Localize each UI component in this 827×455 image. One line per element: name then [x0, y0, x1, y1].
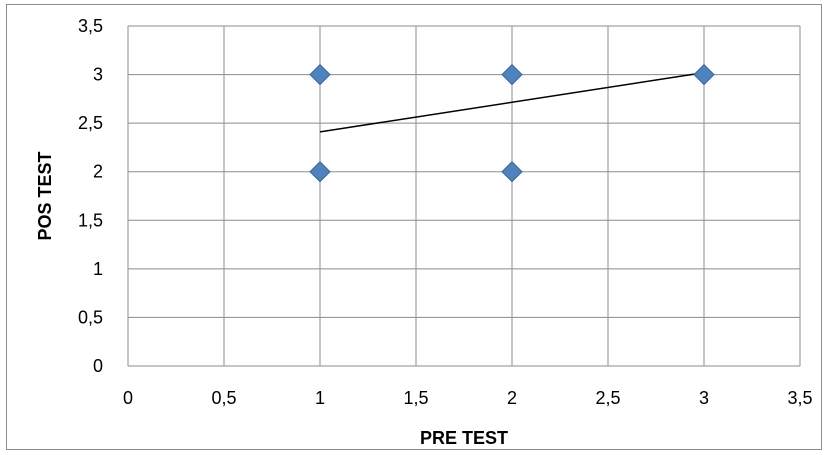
x-tick-label: 1: [315, 388, 325, 408]
y-tick-label: 1,5: [78, 210, 103, 230]
y-tick-label: 2,5: [78, 113, 103, 133]
y-tick-label: 0,5: [78, 307, 103, 327]
chart-frame: [6, 4, 822, 450]
y-tick-label: 0: [93, 356, 103, 376]
x-tick-label: 2: [507, 388, 517, 408]
y-tick-label: 1: [93, 259, 103, 279]
data-point: [309, 161, 331, 183]
data-point: [309, 63, 331, 86]
y-tick-label: 2: [93, 162, 103, 182]
x-tick-label: 3,5: [787, 388, 812, 408]
data-point: [501, 63, 523, 86]
x-tick-label: 3: [699, 388, 709, 408]
y-axis-title: POS TEST: [35, 151, 55, 240]
x-axis-title: PRE TEST: [420, 428, 508, 448]
y-axis-ticks: 0 0,5 1 1,5 2 2,5 3 3,5: [78, 16, 103, 376]
trendline-layer: [319, 71, 705, 133]
data-point: [501, 161, 523, 183]
y-tick-label: 3,5: [78, 16, 103, 36]
y-tick-label: 3: [93, 65, 103, 85]
trendline: [319, 71, 705, 133]
x-tick-label: 0,5: [211, 388, 236, 408]
x-axis-ticks: 0 0,5 1 1,5 2 2,5 3 3,5: [123, 388, 813, 408]
grid: [127, 25, 801, 367]
x-tick-label: 2,5: [595, 388, 620, 408]
x-tick-label: 1,5: [403, 388, 428, 408]
data-point: [693, 63, 715, 86]
x-tick-label: 0: [123, 388, 133, 408]
data-points: [309, 63, 715, 183]
